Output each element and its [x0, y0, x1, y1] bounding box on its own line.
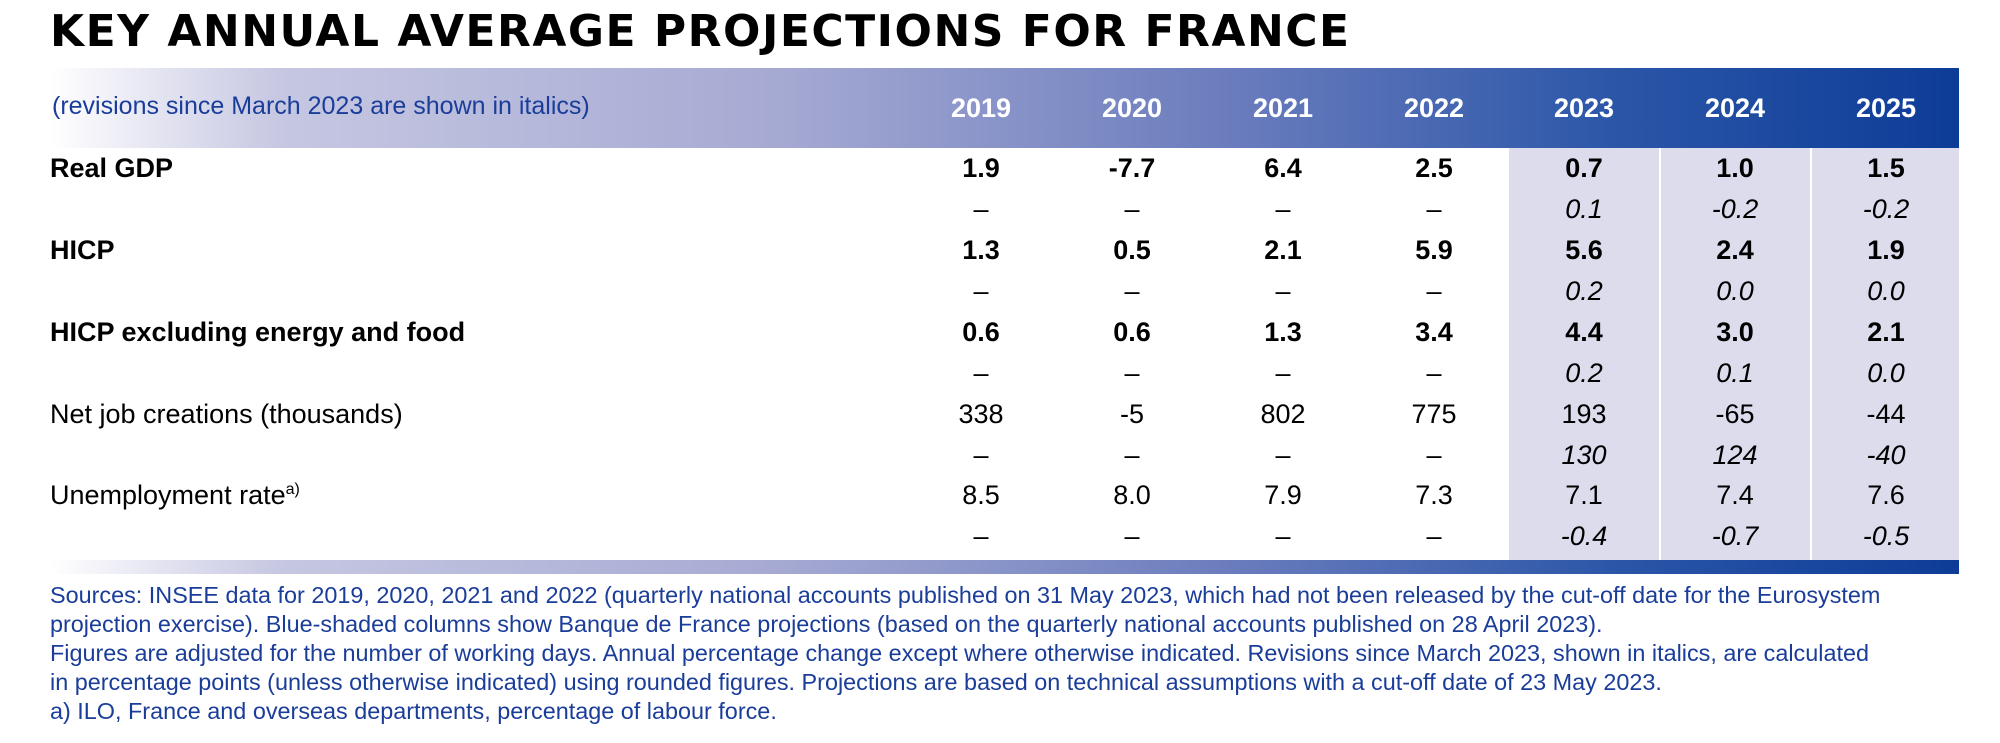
revision-core-hicp-2019: – — [973, 358, 989, 388]
year-header-2021: 2021 — [1252, 93, 1314, 123]
table-bottom-band — [50, 560, 1959, 574]
table-header-band — [50, 68, 1959, 148]
cell-core-hicp-2021: 1.3 — [1264, 317, 1302, 347]
revision-hicp-2021: – — [1275, 276, 1291, 306]
revision-real-gdp-2023: 0.1 — [1565, 194, 1603, 224]
revision-unemployment-2020: – — [1124, 521, 1140, 551]
revision-net-jobs-2020: – — [1124, 440, 1140, 470]
revision-unemployment-2024: -0.7 — [1711, 521, 1759, 551]
cell-net-jobs-2024: -65 — [1715, 399, 1755, 429]
cell-net-jobs-2025: -44 — [1866, 399, 1906, 429]
revisions-note: (revisions since March 2023 are shown in… — [52, 92, 590, 120]
footnote-sources-line-2: projection exercise). Blue-shaded column… — [50, 611, 1603, 637]
revision-real-gdp-2020: – — [1124, 194, 1140, 224]
revision-hicp-2020: – — [1124, 276, 1140, 306]
revision-net-jobs-2025: -40 — [1866, 440, 1906, 470]
revision-core-hicp-2022: – — [1426, 358, 1442, 388]
footnote-method-line-2: in percentage points (unless otherwise i… — [50, 669, 1662, 695]
revision-hicp-2019: – — [973, 276, 989, 306]
cell-unemployment-2021: 7.9 — [1264, 480, 1302, 510]
revision-core-hicp-2024: 0.1 — [1716, 358, 1754, 388]
cell-hicp-2020: 0.5 — [1113, 235, 1151, 265]
revision-net-jobs-2019: – — [973, 440, 989, 470]
revision-net-jobs-2024: 124 — [1712, 440, 1758, 470]
row-label-hicp: HICP — [50, 235, 115, 265]
revision-real-gdp-2025: -0.2 — [1862, 194, 1910, 224]
revision-hicp-2022: – — [1426, 276, 1442, 306]
revision-net-jobs-2021: – — [1275, 440, 1291, 470]
cell-unemployment-2019: 8.5 — [962, 480, 1000, 510]
year-header-2022: 2022 — [1403, 93, 1465, 123]
cell-real-gdp-2022: 2.5 — [1415, 153, 1453, 183]
revision-unemployment-2023: -0.4 — [1560, 521, 1608, 551]
column-divider — [1810, 148, 1812, 560]
revision-real-gdp-2022: – — [1426, 194, 1442, 224]
row-label-text: Unemployment rate — [50, 480, 286, 510]
revision-core-hicp-2025: 0.0 — [1867, 358, 1905, 388]
revision-hicp-2025: 0.0 — [1867, 276, 1905, 306]
year-header-2024: 2024 — [1704, 93, 1766, 123]
cell-real-gdp-2019: 1.9 — [962, 153, 1000, 183]
revision-real-gdp-2019: – — [973, 194, 989, 224]
revision-core-hicp-2023: 0.2 — [1565, 358, 1603, 388]
cell-unemployment-2025: 7.6 — [1867, 480, 1905, 510]
revision-unemployment-2025: -0.5 — [1862, 521, 1910, 551]
row-label-unemployment-rate: Unemployment ratea) — [50, 480, 300, 511]
cell-hicp-2021: 2.1 — [1264, 235, 1302, 265]
cell-core-hicp-2025: 2.1 — [1867, 317, 1905, 347]
cell-net-jobs-2021: 802 — [1260, 399, 1306, 429]
column-divider — [1659, 148, 1661, 560]
revision-hicp-2024: 0.0 — [1716, 276, 1754, 306]
footnote-a: a) ILO, France and overseas departments,… — [50, 698, 777, 724]
revision-unemployment-2019: – — [973, 521, 989, 551]
cell-unemployment-2020: 8.0 — [1113, 480, 1151, 510]
revision-hicp-2023: 0.2 — [1565, 276, 1603, 306]
revision-net-jobs-2022: – — [1426, 440, 1442, 470]
year-header-2023: 2023 — [1553, 93, 1615, 123]
cell-net-jobs-2019: 338 — [958, 399, 1004, 429]
cell-unemployment-2023: 7.1 — [1565, 480, 1603, 510]
cell-hicp-2019: 1.3 — [962, 235, 1000, 265]
footnote-sources-line-1: Sources: INSEE data for 2019, 2020, 2021… — [50, 582, 1881, 608]
cell-core-hicp-2024: 3.0 — [1716, 317, 1754, 347]
page-title: KEY ANNUAL AVERAGE PROJECTIONS FOR FRANC… — [50, 6, 1351, 57]
revision-net-jobs-2023: 130 — [1561, 440, 1607, 470]
cell-real-gdp-2024: 1.0 — [1716, 153, 1754, 183]
cell-net-jobs-2020: -5 — [1119, 399, 1144, 429]
row-label-net-job-creations: Net job creations (thousands) — [50, 399, 403, 429]
cell-net-jobs-2023: 193 — [1561, 399, 1607, 429]
cell-real-gdp-2020: -7.7 — [1108, 153, 1156, 183]
cell-unemployment-2024: 7.4 — [1716, 480, 1754, 510]
year-header-2025: 2025 — [1855, 93, 1917, 123]
revision-real-gdp-2021: – — [1275, 194, 1291, 224]
cell-core-hicp-2019: 0.6 — [962, 317, 1000, 347]
cell-hicp-2022: 5.9 — [1415, 235, 1453, 265]
cell-core-hicp-2020: 0.6 — [1113, 317, 1151, 347]
row-label-real-gdp: Real GDP — [50, 153, 174, 183]
year-header-2019: 2019 — [950, 93, 1012, 123]
revision-core-hicp-2020: – — [1124, 358, 1140, 388]
cell-real-gdp-2023: 0.7 — [1565, 153, 1603, 183]
cell-unemployment-2022: 7.3 — [1415, 480, 1453, 510]
year-header-2020: 2020 — [1101, 93, 1163, 123]
footnote-marker: a) — [285, 481, 300, 498]
cell-hicp-2023: 5.6 — [1565, 235, 1603, 265]
cell-net-jobs-2022: 775 — [1411, 399, 1457, 429]
cell-core-hicp-2022: 3.4 — [1415, 317, 1453, 347]
revision-real-gdp-2024: -0.2 — [1711, 194, 1759, 224]
cell-real-gdp-2025: 1.5 — [1867, 153, 1905, 183]
projection-shaded-columns — [1509, 148, 1959, 560]
revision-unemployment-2021: – — [1275, 521, 1291, 551]
cell-hicp-2025: 1.9 — [1867, 235, 1905, 265]
cell-core-hicp-2023: 4.4 — [1565, 317, 1603, 347]
row-label-core-hicp: HICP excluding energy and food — [50, 317, 466, 347]
cell-hicp-2024: 2.4 — [1716, 235, 1754, 265]
footnote-method-line-1: Figures are adjusted for the number of w… — [50, 640, 1869, 666]
revision-core-hicp-2021: – — [1275, 358, 1291, 388]
cell-real-gdp-2021: 6.4 — [1264, 153, 1302, 183]
revision-unemployment-2022: – — [1426, 521, 1442, 551]
